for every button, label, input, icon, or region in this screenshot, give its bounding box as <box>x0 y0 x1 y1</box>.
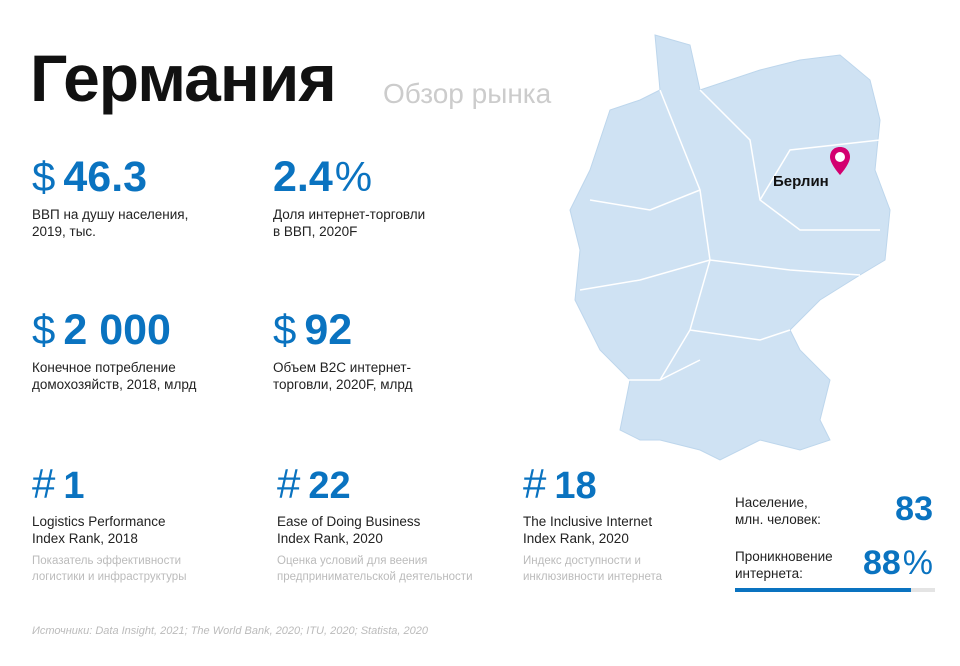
line: Ease of Doing Business <box>277 514 421 529</box>
stat-note: Оценка условий для веения предприниматель… <box>277 553 473 585</box>
stat-note: Показатель эффективности логистики и инфр… <box>32 553 186 585</box>
symbol: # <box>32 460 56 507</box>
line: интернета: <box>735 566 803 581</box>
line: млн. человек: <box>735 512 821 527</box>
symbol: # <box>523 460 547 507</box>
map <box>569 34 891 461</box>
line: Конечное потребление <box>32 360 176 375</box>
line: ВВП на душу населения, <box>32 207 189 222</box>
line: предпринимательской деятельности <box>277 571 473 583</box>
number: 46.3 <box>63 153 148 201</box>
unit: % <box>334 153 373 200</box>
line: в ВВП, 2020F <box>273 224 358 239</box>
stat-label: ВВП на душу населения, 2019, тыс. <box>32 206 188 240</box>
stat-value: $46.3 <box>32 153 147 202</box>
stat-value: $2 000 <box>32 306 171 355</box>
number: 18 <box>554 465 597 507</box>
line: Оценка условий для веения <box>277 555 428 567</box>
progress-bar <box>735 588 911 592</box>
subtitle: Обзор рынка <box>383 78 552 109</box>
line: торговли, 2020F, млрд <box>273 377 413 392</box>
internet-value: 88% <box>863 544 933 583</box>
number: 92 <box>304 306 353 354</box>
stat-value: $92 <box>273 306 352 355</box>
progress-track <box>735 588 935 592</box>
number: 2.4 <box>273 153 333 201</box>
line: Index Rank, 2018 <box>32 531 138 546</box>
map-city: Берлин <box>773 173 829 190</box>
title: Германия <box>30 41 337 115</box>
stat-label: Ease of Doing Business Index Rank, 2020 <box>277 513 420 547</box>
unit: % <box>902 544 933 582</box>
line: Доля интернет-торговли <box>273 207 426 222</box>
symbol: $ <box>273 306 297 353</box>
line: Index Rank, 2020 <box>523 531 629 546</box>
line: Объем B2C интернет- <box>273 360 412 375</box>
population-value: 83 <box>895 490 933 528</box>
stat-label: Доля интернет-торговли в ВВП, 2020F <box>273 206 425 240</box>
line: Показатель эффективности <box>32 555 182 567</box>
symbol: $ <box>32 306 56 353</box>
number: 2 000 <box>63 306 171 354</box>
line: The Inclusive Internet <box>523 514 653 529</box>
stat-label: Logistics Performance Index Rank, 2018 <box>32 513 166 547</box>
stat-label: The Inclusive Internet Index Rank, 2020 <box>523 513 652 547</box>
internet-label: Проникновение интернета: <box>735 548 833 582</box>
stat-value: 2.4% <box>273 153 380 202</box>
stat-value: #18 <box>523 460 597 508</box>
map-pin <box>830 147 850 175</box>
line: Index Rank, 2020 <box>277 531 383 546</box>
line: Население, <box>735 495 808 510</box>
number: 1 <box>63 465 85 507</box>
symbol: # <box>277 460 301 507</box>
line: логистики и инфраструктуры <box>32 571 187 583</box>
number: 88 <box>862 544 901 582</box>
stat-label: Конечное потребление домохозяйств, 2018, … <box>32 359 196 393</box>
stat-label: Объем B2C интернет-торговли, 2020F, млрд <box>273 359 412 393</box>
line: Индекс доступности и <box>523 555 641 567</box>
source: Источники: Data Insight, 2021; The World… <box>32 625 428 637</box>
stat-value: #1 <box>32 460 85 508</box>
line: домохозяйств, 2018, млрд <box>32 377 197 392</box>
stat-value: #22 <box>277 460 351 508</box>
line: 2019, тыс. <box>32 224 96 239</box>
symbol: $ <box>32 153 56 200</box>
line: Проникновение <box>735 549 833 564</box>
population-label: Население, млн. человек: <box>735 494 821 528</box>
number: 22 <box>308 465 351 507</box>
stat-note: Индекс доступности и инклюзивности интерн… <box>523 553 662 585</box>
line: Logistics Performance <box>32 514 166 529</box>
line: инклюзивности интернета <box>523 571 663 583</box>
